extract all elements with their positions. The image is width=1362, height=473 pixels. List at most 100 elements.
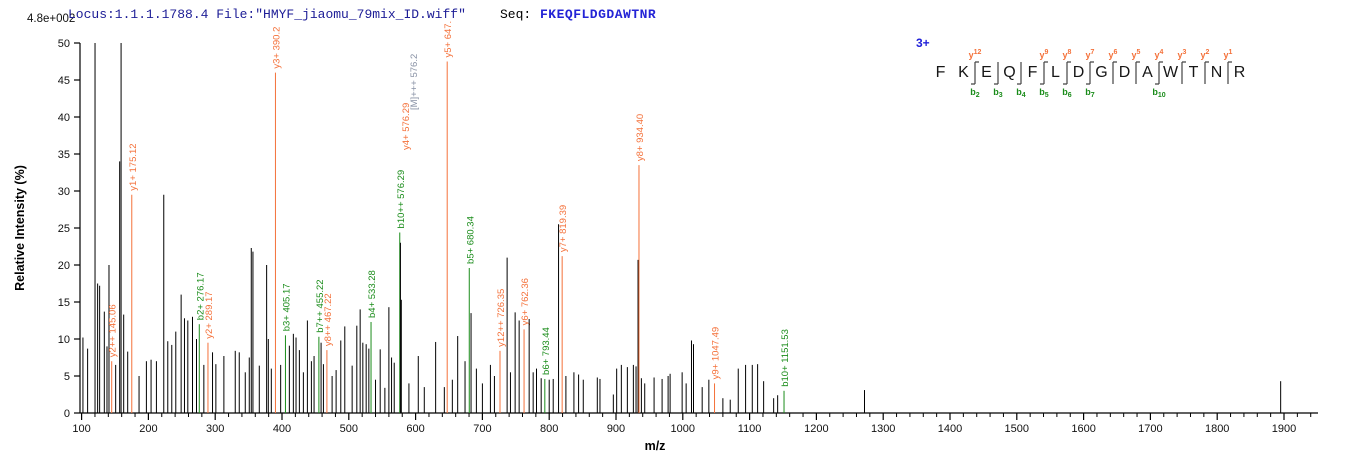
cleavage-mark-icon [1040, 61, 1048, 85]
y-tick-label: 10 [58, 334, 70, 346]
y-axis-title: Relative Intensity (%) [13, 165, 27, 291]
base-peak-intensity: 4.8e+002 [27, 13, 76, 25]
residue-letter: N [1210, 64, 1223, 81]
peak-ion-label: y6+ 762.36 [520, 278, 531, 325]
y-tick-label: 45 [58, 75, 70, 87]
fragment-divider: y1 [1224, 49, 1232, 86]
y-ion-label: y2 [1200, 49, 1210, 60]
x-tick-label: 1500 [1005, 423, 1029, 435]
residue-letter: A [1142, 64, 1153, 81]
x-tick-label: 1600 [1071, 423, 1095, 435]
fragment-divider [948, 60, 956, 86]
seq-label: Seq: [500, 7, 532, 22]
peak-ion-label: y9+ 1047.49 [711, 327, 722, 380]
y-tick-label: 50 [58, 38, 70, 50]
peak-ion-label: y5+ 647. [443, 21, 454, 58]
fragment-divider: y2 [1201, 49, 1209, 86]
fragment-divider: y3 [1178, 49, 1186, 86]
cleavage-mark-icon [1155, 61, 1163, 85]
x-tick-label: 500 [340, 423, 358, 435]
x-tick-label: 1800 [1205, 423, 1229, 435]
cleavage-mark-icon [1135, 61, 1140, 84]
fragment-divider: y6 [1109, 49, 1117, 86]
x-tick-label: 200 [139, 423, 157, 435]
peak-ion-label: b2+ 276.17 [195, 272, 206, 320]
b-ion-label: b4 [1016, 87, 1026, 99]
x-axis-title: m/z [645, 439, 666, 453]
y-ion-label: y5 [1131, 49, 1141, 60]
x-tick-label: 300 [206, 423, 224, 435]
y-ion-label: y8 [1062, 49, 1072, 60]
peak-ion-label: y12++ 726.35 [496, 289, 507, 347]
cleavage-mark-icon [1063, 61, 1071, 85]
y-ion-label: y9 [1039, 49, 1049, 60]
cleavage-mark-icon [1204, 61, 1209, 84]
b-ion-label: b3 [993, 87, 1003, 99]
cleavage-mark-icon [971, 61, 979, 85]
y-ion-label: y1 [1223, 49, 1233, 60]
fragment-divider: y12 b2 [969, 49, 982, 99]
x-tick-label: 800 [540, 423, 558, 435]
fragment-divider: y9 b5 [1039, 49, 1048, 99]
residue-letter: L [1051, 64, 1060, 81]
residue-letter: Q [1003, 64, 1016, 81]
y-tick-label: 20 [58, 260, 70, 272]
y-ion-label: y4 [1154, 49, 1164, 60]
b-ion-label: b10 [1152, 87, 1166, 99]
x-tick-label: 1400 [938, 423, 962, 435]
cleavage-mark-icon [1227, 61, 1232, 84]
x-tick-label: 1000 [671, 423, 695, 435]
peak-ion-label: b6+ 793.44 [541, 327, 552, 375]
cleavage-mark-icon [1086, 61, 1094, 85]
residue-letter: W [1163, 64, 1179, 81]
y-ion-label: y7 [1085, 49, 1095, 60]
y-tick-label: 15 [58, 297, 70, 309]
residue-letter: D [1072, 64, 1085, 81]
peak-ion-label: b10++ 576.29 [396, 170, 407, 229]
fragment-divider: y5 [1132, 49, 1140, 86]
locus-file-header: Locus:1.1.1.1788.4 File:"HMYF_jiaomu_79m… [68, 7, 466, 22]
fragment-divider: y8 b6 [1062, 49, 1071, 99]
residue-letter: R [1233, 64, 1246, 81]
y-ion-label: y6 [1108, 49, 1118, 60]
cleavage-mark-icon [994, 62, 999, 85]
peak-ion-label: y4+ 576.29 [401, 103, 412, 150]
x-tick-label: 1300 [871, 423, 895, 435]
y-tick-label: 25 [58, 223, 70, 235]
cleavage-mark-icon [1017, 62, 1022, 85]
residue-letter: E [981, 64, 992, 81]
y-tick-label: 30 [58, 186, 70, 198]
precursor-charge-label: 3+ [916, 36, 930, 50]
x-tick-label: 1700 [1138, 423, 1162, 435]
x-tick-label: 1900 [1272, 423, 1296, 435]
peak-ion-label: y8+ 934.40 [635, 114, 646, 161]
x-tick-label: 1200 [804, 423, 828, 435]
x-tick-label: 600 [406, 423, 424, 435]
residue-letter: T [1188, 64, 1199, 81]
y-ion-label: y3 [1177, 49, 1187, 60]
peak-ion-label: b5+ 680.34 [465, 216, 476, 264]
peak-ion-label: [M]+++ 576.2 [409, 54, 420, 110]
cleavage-mark-icon [1181, 61, 1186, 84]
b-ion-label: b5 [1039, 87, 1049, 99]
x-tick-label: 900 [607, 423, 625, 435]
x-tick-label: 700 [473, 423, 491, 435]
peak-ion-label: b4+ 533.28 [367, 270, 378, 318]
peak-ion-label: y1+ 175.12 [128, 143, 139, 190]
peak-ion-label: b7++ 455.22 [315, 279, 326, 332]
b-ion-label: b7 [1085, 87, 1095, 99]
peak-ion-label: y2+ 289.17 [204, 291, 215, 338]
y-tick-label: 35 [58, 149, 70, 161]
residue-letter: F [935, 64, 946, 81]
b-ion-label: b6 [1062, 87, 1072, 99]
cleavage-mark-icon [1112, 61, 1117, 84]
b-ion-label: b2 [970, 87, 980, 99]
residue-letter: F [1027, 64, 1038, 81]
peak-ion-label: y7+ 819.39 [558, 205, 569, 252]
fragment-divider: y4 b10 [1152, 49, 1165, 99]
residue-letter: D [1118, 64, 1131, 81]
x-tick-label: 400 [273, 423, 291, 435]
y-tick-label: 40 [58, 112, 70, 124]
seq-value: FKEQFLDGDAWTNR [540, 7, 657, 22]
